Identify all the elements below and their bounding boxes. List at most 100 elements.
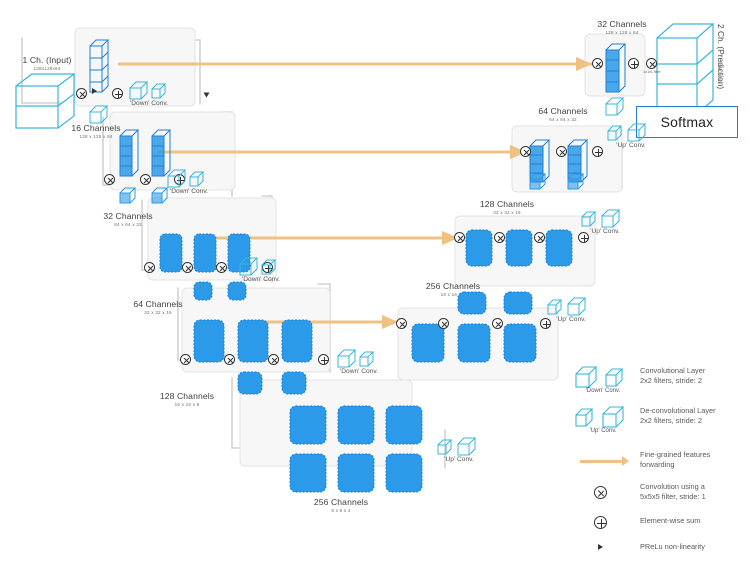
conv-symbol-enc-64-b <box>182 262 193 273</box>
conv-symbol-enc-32-a <box>104 174 115 185</box>
feature-block-enc-16 <box>89 39 110 93</box>
conv-symbol-dec-128-a <box>454 232 465 243</box>
prelu-block-enc-64-b <box>193 281 213 301</box>
feature-block-dec-128-c <box>545 229 573 267</box>
feature-block-dec-128-a <box>465 229 493 267</box>
up-conv-label-1: 'Up' Conv. <box>444 456 474 463</box>
down-conv-label-1: 'Down' Conv. <box>130 100 168 107</box>
down-conv-label-3: 'Down' Conv. <box>242 276 280 283</box>
down-conv-legend-text: Convolutional Layer 2x2 filters, stride:… <box>640 366 706 385</box>
up-conv-legend-text: De-convolutional Layer 2x2 filters, stri… <box>640 406 716 425</box>
up-conv-icon-2 <box>547 297 587 316</box>
feature-block-bottom-256-e <box>337 453 375 493</box>
conv-legend-icon <box>572 482 634 506</box>
conv-symbol-enc-64-a <box>144 262 155 273</box>
sum-legend-icon <box>572 513 634 537</box>
legend-row-down-conv: 'Down' Conv. Convolutional Layer 2x2 fil… <box>572 366 750 398</box>
conv-symbol-dec-128-b <box>494 232 505 243</box>
prelu-block-enc-128-b <box>237 371 263 395</box>
conv-symbol-bottom-256-c <box>492 318 503 329</box>
prelu-cube-dec-64-a <box>529 173 547 190</box>
prelu-marker-enc-16 <box>92 88 97 94</box>
feature-block-enc-64-b <box>193 233 217 273</box>
sum-symbol-enc-16 <box>112 88 123 99</box>
down-conv-icon-4 <box>337 349 375 368</box>
up-conv-legend-icon <box>572 406 634 430</box>
legend: 'Down' Conv. Convolutional Layer 2x2 fil… <box>572 366 750 567</box>
conv-symbol-enc-16 <box>76 88 87 99</box>
down-conv-icon-2 <box>167 169 205 188</box>
feature-block-bottom-256-b <box>337 405 375 445</box>
prelu-cube-enc-32-b <box>151 187 169 204</box>
conv-legend-text: Convolution using a 5x5x5 filter, stride… <box>640 482 706 501</box>
input-label: 1 Ch. (Input) 128x128x64 <box>22 55 72 72</box>
conv-symbol-dec-32 <box>592 58 603 69</box>
sum-symbol-dec-128 <box>578 232 589 243</box>
sum-symbol-dec-64 <box>592 146 603 157</box>
feature-block-enc-32-a <box>119 129 140 177</box>
up-conv-label-4: 'Up' Conv. <box>616 142 646 149</box>
sum-legend-text: Element-wise sum <box>640 516 701 525</box>
stage-label-bottom-256: 256 Channels 8 x 8 x 4 <box>313 497 369 514</box>
feature-block-dec-256-c <box>503 323 537 363</box>
conv-symbol-enc-128-c <box>268 354 279 365</box>
feature-block-dec-64-b <box>567 139 589 183</box>
down-conv-legend-icon <box>572 366 634 390</box>
conv-symbol-dec-64-b <box>556 146 567 157</box>
up-conv-legend-sublabel: 'Up' Conv. <box>589 428 617 434</box>
conv-symbol-enc-64-c <box>216 262 227 273</box>
up-conv-icon-1 <box>437 437 477 456</box>
up-conv-icon-4 <box>607 123 647 142</box>
stage-label-dec-256: 256 Channels 16 x 16 x 8 <box>425 281 481 298</box>
prelu-block-dec-256-b <box>457 291 487 315</box>
legend-row-fine-grained: Fine-grained features forwarding <box>572 450 750 476</box>
feature-block-enc-32-b <box>151 129 172 177</box>
stage-label-enc-64: 64 Channels 32 x 32 x 16 <box>133 299 183 316</box>
stage-label-enc-128: 128 Channels 16 x 16 x 8 <box>159 391 215 408</box>
conv-symbol-bottom-256-a <box>396 318 407 329</box>
final-conv-filter-note: 1x1x1 filter <box>643 70 661 74</box>
sum-symbol-enc-128 <box>318 354 329 365</box>
feature-block-dec-256-b <box>457 323 491 363</box>
fine-grained-arrow-icon <box>572 450 634 474</box>
final-conv-symbol <box>646 58 657 69</box>
conv-symbol-enc-32-b <box>140 174 151 185</box>
prelu-block-enc-128-c <box>281 371 307 395</box>
conv-symbol-enc-128-b <box>224 354 235 365</box>
legend-row-prelu: PReLu non-linearity <box>572 540 750 562</box>
prelu-cube-dec-64-b <box>567 173 585 190</box>
feature-block-bottom-256-d <box>289 453 327 493</box>
down-conv-icon-1 <box>129 81 167 100</box>
down-conv-icon-3 <box>239 257 277 276</box>
fine-grained-legend-text: Fine-grained features forwarding <box>640 450 711 469</box>
up-conv-label-3: 'Up' Conv. <box>590 228 620 235</box>
feature-block-dec-256-a <box>411 323 445 363</box>
stage-label-dec-32: 32 Channels 128 x 128 x 64 <box>597 19 647 36</box>
prelu-cube-enc-16 <box>89 105 109 124</box>
conv-symbol-enc-128-a <box>180 354 191 365</box>
feature-block-dec-32 <box>605 43 627 93</box>
prelu-legend-icon <box>572 540 634 564</box>
stage-label-dec-128: 128 Channels 32 x 32 x 16 <box>479 199 535 216</box>
down-conv-label-2: 'Down' Conv. <box>170 188 208 195</box>
stage-label-enc-16: 16 Channels 128 x 128 x 64 <box>71 123 121 140</box>
softmax-box: Softmax <box>636 106 738 138</box>
feature-block-bottom-256-c <box>385 405 423 445</box>
down-conv-label-4: 'Down' Conv. <box>340 368 378 375</box>
feature-block-enc-64-c <box>227 233 251 273</box>
feature-block-enc-128-a <box>193 319 225 363</box>
prelu-marker-down-1 <box>203 92 210 98</box>
conv-symbol-dec-64-a <box>520 146 531 157</box>
prelu-block-enc-64-c <box>227 281 247 301</box>
up-conv-icon-3 <box>581 209 621 228</box>
legend-row-conv-5x5x5: Convolution using a 5x5x5 filter, stride… <box>572 482 750 508</box>
feature-block-bottom-256-a <box>289 405 327 445</box>
stage-label-enc-32: 32 Channels 64 x 64 x 32 <box>103 211 153 228</box>
prediction-dims: 128x128x64 <box>717 60 722 84</box>
sum-symbol-bottom-256 <box>540 318 551 329</box>
prelu-cube-enc-32-a <box>119 187 137 204</box>
feature-block-enc-128-c <box>281 319 313 363</box>
up-conv-label-2: 'Up' Conv. <box>556 316 586 323</box>
legend-row-element-sum: Element-wise sum <box>572 513 750 535</box>
conv-symbol-bottom-256-b <box>438 318 449 329</box>
